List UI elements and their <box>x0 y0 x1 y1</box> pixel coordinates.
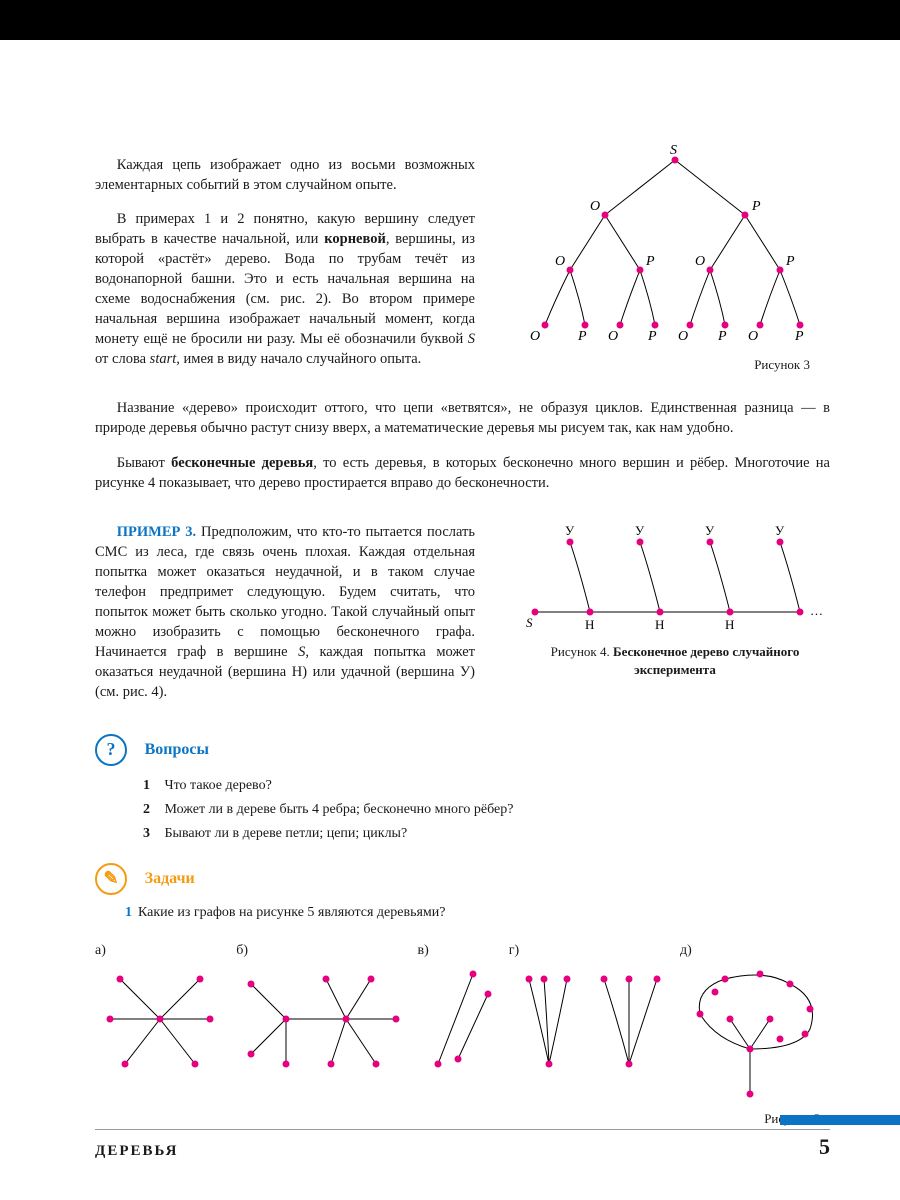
tasks-section: ✎ Задачи <box>95 863 830 895</box>
para-2: В примерах 1 и 2 понятно, какую вершину … <box>95 209 475 369</box>
svg-text:Р: Р <box>794 329 804 344</box>
page-number: 5 <box>819 1134 830 1160</box>
svg-text:О: О <box>590 199 600 214</box>
svg-text:Н: Н <box>585 617 594 632</box>
svg-text:Р: Р <box>785 254 795 269</box>
para-3: Название «дерево» происходит оттого, что… <box>95 398 830 438</box>
svg-text:У: У <box>635 523 645 538</box>
para-4: Бывают бесконечные деревья, то есть дере… <box>95 453 830 493</box>
svg-text:Р: Р <box>645 254 655 269</box>
svg-text:О: О <box>678 329 688 344</box>
svg-text:У: У <box>565 523 575 538</box>
figure-5-caption: Рисунок 5 <box>95 1110 830 1128</box>
example-3: ПРИМЕР 3. Предположим, что кто-то пытает… <box>95 522 475 702</box>
svg-text:S: S <box>526 615 533 630</box>
svg-text:О: О <box>530 329 540 344</box>
svg-text:О: О <box>695 254 705 269</box>
svg-text:Н: Н <box>725 617 734 632</box>
footer-title: ДЕРЕВЬЯ <box>95 1143 178 1160</box>
figure-4: S У У У У Н Н Н … Рисунок 4. Бесконечное… <box>520 517 830 679</box>
questions-list: 1 Что такое дерево? 2 Может ли в дереве … <box>143 774 830 845</box>
questions-section: ? Вопросы <box>95 734 830 766</box>
svg-text:Р: Р <box>717 329 727 344</box>
task-1: 1Какие из графов на рисунке 5 являются д… <box>125 903 830 922</box>
para-1: Каждая цепь изображает одно из восьми во… <box>95 155 475 195</box>
svg-text:…: … <box>810 603 823 618</box>
svg-text:Н: Н <box>655 617 664 632</box>
svg-text:О: О <box>608 329 618 344</box>
svg-text:О: О <box>748 329 758 344</box>
pencil-icon: ✎ <box>95 863 127 895</box>
svg-text:Р: Р <box>647 329 657 344</box>
figure-3: S О Р О Р О Р О Р О Р О Р О Р <box>520 140 830 374</box>
svg-text:О: О <box>555 254 565 269</box>
svg-text:У: У <box>705 523 715 538</box>
svg-text:У: У <box>775 523 785 538</box>
svg-text:S: S <box>670 143 677 158</box>
svg-text:Р: Р <box>751 199 761 214</box>
svg-text:Р: Р <box>577 329 587 344</box>
question-icon: ? <box>95 734 127 766</box>
figure-5: а) б) <box>95 941 830 1104</box>
